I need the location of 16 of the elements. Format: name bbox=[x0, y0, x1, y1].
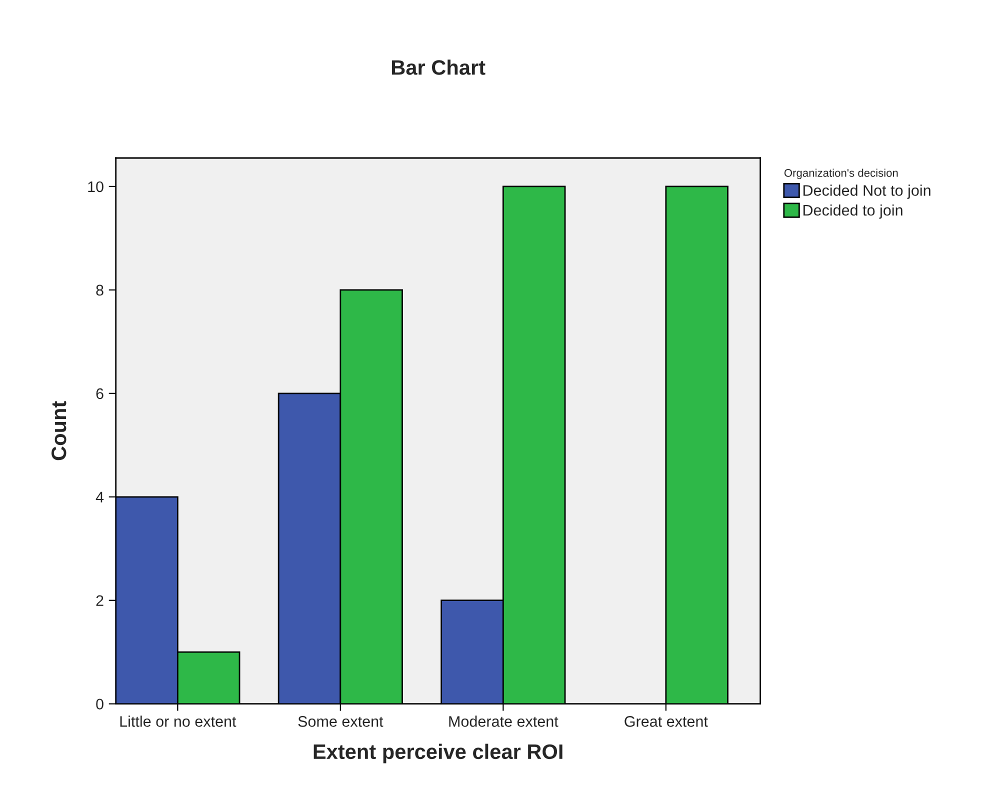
x-tick-label: Moderate extent bbox=[449, 716, 558, 727]
legend-label: Decided to join bbox=[803, 204, 902, 219]
y-axis-title: Count bbox=[51, 401, 66, 460]
y-tick-label: 2 bbox=[96, 595, 104, 606]
x-tick-label: Great extent bbox=[624, 716, 708, 727]
y-tick-label: 6 bbox=[96, 388, 104, 400]
x-tick-label: Little or no extent bbox=[120, 716, 236, 727]
y-tick-label: 0 bbox=[96, 698, 104, 710]
x-tick-label: Some extent bbox=[298, 716, 384, 727]
y-tick-label: 10 bbox=[88, 181, 104, 192]
y-tick-label: 4 bbox=[96, 492, 104, 502]
x-axis-title: Extent perceive clear ROI bbox=[314, 744, 562, 764]
legend-label: Decided Not to join bbox=[803, 184, 930, 199]
legend-title: Organization's decision bbox=[784, 168, 898, 180]
chart-title: Bar Chart bbox=[392, 60, 486, 75]
y-tick-label: 8 bbox=[96, 284, 104, 296]
